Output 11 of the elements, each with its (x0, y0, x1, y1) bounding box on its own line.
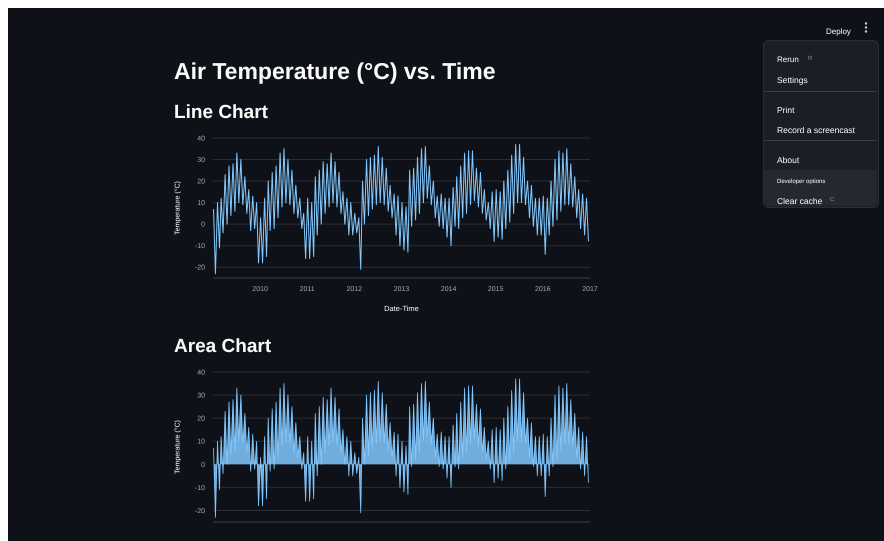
text: Rerun (777, 55, 799, 65)
chart-title: Area Chart (174, 336, 272, 359)
line-series (213, 144, 589, 274)
text: Deploy (826, 27, 851, 37)
text: Print (777, 105, 794, 116)
text: Record a screencast (777, 125, 855, 136)
text: Settings (777, 75, 808, 86)
chart-subtitle: Line Chart (174, 102, 269, 124)
text: About (777, 155, 800, 166)
chart-title: Air Temperature (°C) vs. Time (174, 58, 496, 86)
text: Clear cache (777, 196, 822, 206)
